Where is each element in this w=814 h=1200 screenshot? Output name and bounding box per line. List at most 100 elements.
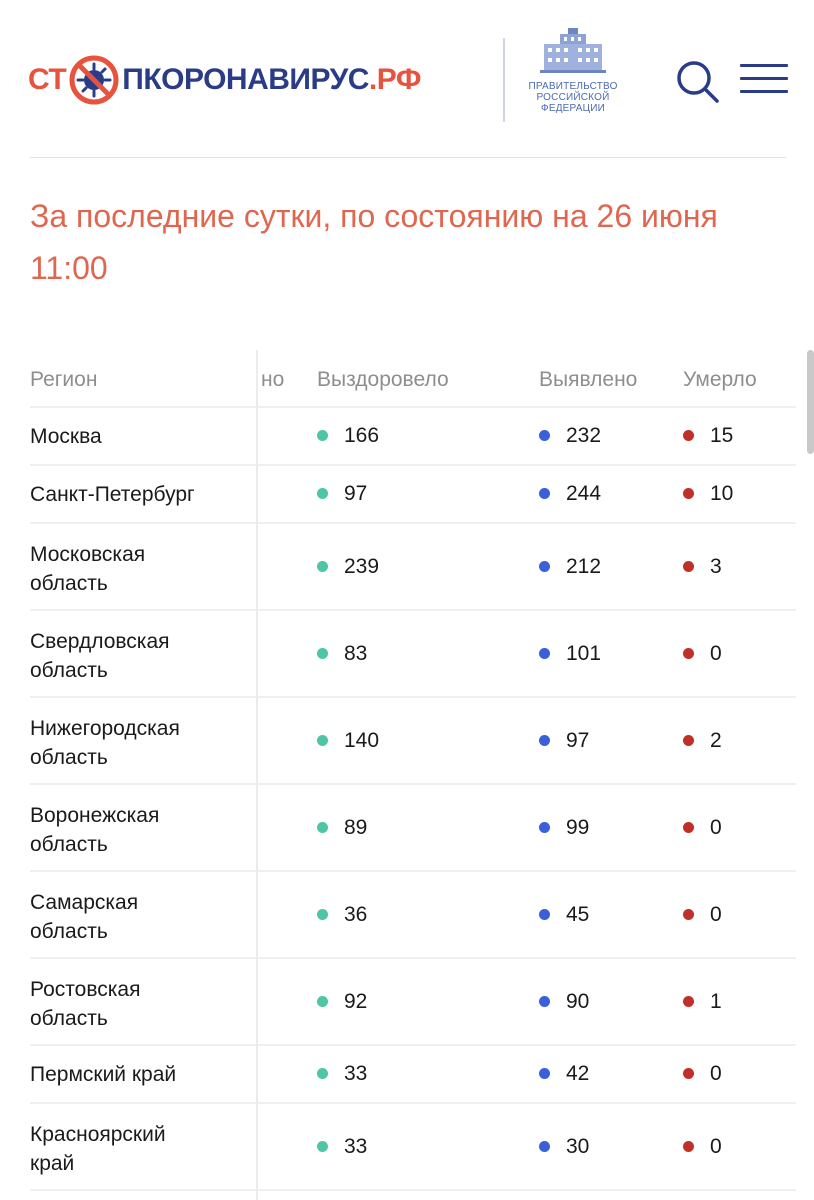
column-header-hidden[interactable]: но (261, 368, 285, 391)
region-name-line-1: Красноярский (30, 1123, 166, 1146)
column-header-died[interactable]: Умерло (683, 368, 757, 391)
recovered-count: 33 (344, 1135, 368, 1158)
died-count: 15 (710, 424, 734, 447)
died-count: 0 (710, 903, 722, 926)
died-dot (683, 735, 694, 746)
recovered-dot (317, 822, 328, 833)
government-logo[interactable]: ПРАВИТЕЛЬСТВО РОССИЙСКОЙ ФЕДЕРАЦИИ (522, 26, 624, 118)
region-name-line-1: Нижегородская (30, 717, 180, 740)
table-row: Пермский край 33 42 0 (30, 1046, 796, 1104)
search-button[interactable] (676, 60, 720, 104)
detected-dot (539, 735, 550, 746)
recovered-dot (317, 1068, 328, 1079)
table-row: Санкт-Петербург 97 244 10 (30, 466, 796, 524)
region-name-line-1: Воронежская (30, 804, 160, 827)
table-row: Москва 166 232 15 (30, 408, 796, 466)
site-logo[interactable]: СТ ПКОРОНАВИРУС .РФ (28, 52, 421, 108)
column-header-region[interactable]: Регион (30, 368, 98, 391)
column-header-recovered[interactable]: Выздоровело (317, 368, 449, 391)
died-dot (683, 1141, 694, 1152)
page-title-line-2: 11:00 (30, 250, 108, 286)
recovered-dot (317, 488, 328, 499)
recovered-dot (317, 996, 328, 1007)
table-row: Самарская область 36 45 0 (30, 872, 796, 959)
header-rule (30, 157, 786, 158)
recovered-dot (317, 909, 328, 920)
region-name-line-1: Самарская (30, 891, 139, 914)
died-count: 10 (710, 482, 734, 505)
recovered-count: 166 (344, 424, 380, 447)
died-dot (683, 822, 694, 833)
menu-icon-bar (740, 90, 788, 93)
menu-button[interactable] (740, 64, 788, 96)
region-name-line-2: область (30, 746, 108, 769)
search-icon (677, 61, 719, 103)
region-name: Самарская область (30, 888, 138, 946)
region-name: Ростовская область (30, 975, 140, 1033)
region-name-line-2: область (30, 920, 108, 943)
recovered-count: 36 (344, 903, 368, 926)
table-row: Ростовская область 92 90 1 (30, 959, 796, 1046)
detected-dot (539, 909, 550, 920)
detected-dot (539, 488, 550, 499)
table-row: Красноярский край 33 30 0 (30, 1104, 796, 1191)
gov-line-2: РОССИЙСКОЙ (536, 92, 610, 103)
recovered-dot (317, 1141, 328, 1152)
region-name-line-2: область (30, 659, 108, 682)
detected-dot (539, 648, 550, 659)
died-dot (683, 430, 694, 441)
region-name-line-2: область (30, 833, 108, 856)
died-dot (683, 648, 694, 659)
died-dot (683, 561, 694, 572)
died-count: 0 (710, 1135, 722, 1158)
table-row: Свердловская область 83 101 0 (30, 611, 796, 698)
horizontal-scrollbar[interactable] (807, 350, 814, 454)
detected-count: 30 (566, 1135, 590, 1158)
detected-count: 45 (566, 903, 590, 926)
died-dot (683, 1068, 694, 1079)
died-count: 0 (710, 816, 722, 839)
detected-count: 101 (566, 642, 602, 665)
recovered-count: 92 (344, 990, 368, 1013)
region-name: Свердловская область (30, 627, 170, 685)
detected-count: 90 (566, 990, 590, 1013)
died-dot (683, 996, 694, 1007)
region-name: Воронежская область (30, 801, 159, 859)
region-name-line-1: Московская (30, 543, 146, 566)
detected-dot (539, 1068, 550, 1079)
region-name-line-2: край (30, 1152, 75, 1175)
detected-dot (539, 561, 550, 572)
recovered-count: 33 (344, 1062, 368, 1085)
died-dot (683, 488, 694, 499)
region-name-line-1: Санкт-Петербург (30, 483, 195, 506)
died-dot (683, 909, 694, 920)
detected-dot (539, 996, 550, 1007)
detected-count: 97 (566, 729, 590, 752)
region-name: Нижегородская область (30, 714, 180, 772)
recovered-count: 97 (344, 482, 368, 505)
menu-icon-bar (740, 64, 788, 67)
detected-count: 244 (566, 482, 602, 505)
column-header-detected[interactable]: Выявлено (539, 368, 638, 391)
region-name-line-2: область (30, 1007, 108, 1030)
died-count: 1 (710, 990, 722, 1013)
detected-count: 232 (566, 424, 602, 447)
recovered-dot (317, 430, 328, 441)
page-title: За последние сутки, по состоянию на 26 и… (30, 190, 814, 294)
logo-text-start: СТ (28, 63, 67, 96)
region-name-line-1: Москва (30, 425, 102, 448)
region-name: Красноярский край (30, 1120, 166, 1178)
died-count: 2 (710, 729, 722, 752)
page-title-line-1: За последние сутки, по состоянию на 26 и… (30, 198, 718, 234)
detected-dot (539, 822, 550, 833)
recovered-count: 83 (344, 642, 368, 665)
detected-count: 212 (566, 555, 602, 578)
virus-stop-icon (69, 55, 119, 105)
site-header: СТ ПКОРОНАВИРУС .РФ (0, 0, 814, 158)
menu-icon-bar (740, 77, 788, 80)
region-name-line-2: область (30, 572, 108, 595)
died-count: 0 (710, 1062, 722, 1085)
region-name: Пермский край (30, 1060, 176, 1089)
logo-text-main: ПКОРОНАВИРУС (122, 63, 369, 96)
table-body: Москва 166 232 15 Санкт-Петербург 97 244 10 Моск… (30, 408, 796, 1191)
